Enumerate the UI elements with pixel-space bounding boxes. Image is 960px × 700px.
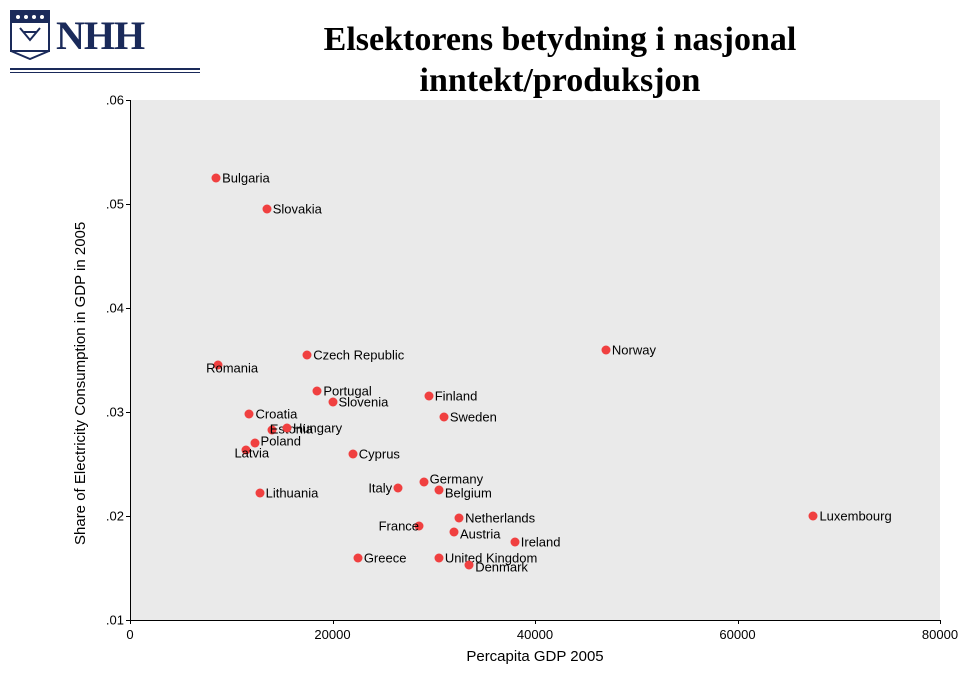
- data-point: [424, 392, 433, 401]
- data-point: [510, 538, 519, 547]
- data-point-label: Romania: [206, 362, 258, 375]
- data-point: [465, 560, 474, 569]
- xtick-label: 60000: [719, 628, 755, 641]
- data-point-label: Croatia: [255, 408, 297, 421]
- data-point: [434, 553, 443, 562]
- data-point: [313, 387, 322, 396]
- shield-icon: [10, 10, 50, 60]
- logo-text: NHH: [56, 12, 144, 59]
- ytick-label: .01: [100, 614, 124, 627]
- xtick: [738, 620, 739, 624]
- scatter-chart: .01.02.03.04.05.06020000400006000080000S…: [60, 100, 940, 680]
- data-point-label: Ireland: [521, 536, 561, 549]
- data-point: [394, 483, 403, 492]
- ytick: [126, 204, 130, 205]
- data-point-label: France: [379, 520, 419, 533]
- data-point-label: Germany: [430, 472, 483, 485]
- xtick: [333, 620, 334, 624]
- data-point: [809, 512, 818, 521]
- data-point-label: Czech Republic: [313, 348, 404, 361]
- ytick: [126, 412, 130, 413]
- data-point-label: Slovenia: [339, 395, 389, 408]
- data-point: [212, 174, 221, 183]
- data-point-label: Luxembourg: [819, 510, 891, 523]
- xtick: [130, 620, 131, 624]
- data-point: [328, 397, 337, 406]
- y-axis: [130, 100, 131, 620]
- xtick-label: 80000: [922, 628, 958, 641]
- data-point-label: Finland: [435, 390, 478, 403]
- data-point: [245, 410, 254, 419]
- title-line1: Elsektorens betydning i nasjonal: [200, 20, 920, 61]
- data-point-label: Slovakia: [273, 203, 322, 216]
- xtick-label: 20000: [314, 628, 350, 641]
- data-point-label: Sweden: [450, 411, 497, 424]
- ytick-label: .05: [100, 198, 124, 211]
- data-point-label: Netherlands: [465, 512, 535, 525]
- logo: NHH: [10, 10, 144, 60]
- ytick-label: .04: [100, 302, 124, 315]
- data-point: [455, 514, 464, 523]
- ytick: [126, 100, 130, 101]
- ytick-label: .03: [100, 406, 124, 419]
- data-point-label: Bulgaria: [222, 172, 270, 185]
- data-point: [255, 489, 264, 498]
- logo-underline: [10, 68, 200, 73]
- data-point: [282, 423, 291, 432]
- data-point-label: Lithuania: [266, 487, 319, 500]
- data-point: [303, 350, 312, 359]
- title-line2: inntekt/produksjon: [200, 61, 920, 102]
- data-point: [419, 477, 428, 486]
- ytick-label: .02: [100, 510, 124, 523]
- ytick: [126, 308, 130, 309]
- y-axis-label: Share of Electricity Consumption in GDP …: [72, 222, 89, 545]
- ytick-label: .06: [100, 94, 124, 107]
- xtick-label: 0: [126, 628, 133, 641]
- data-point: [601, 345, 610, 354]
- data-point-label: Hungary: [293, 421, 342, 434]
- data-point-label: Cyprus: [359, 447, 400, 460]
- xtick: [535, 620, 536, 624]
- xtick: [940, 620, 941, 624]
- data-point-label: Norway: [612, 343, 656, 356]
- data-point: [262, 205, 271, 214]
- data-point-label: Austria: [460, 527, 500, 540]
- data-point-label: Italy: [368, 481, 392, 494]
- data-point-label: Belgium: [445, 487, 492, 500]
- x-axis-label: Percapita GDP 2005: [466, 648, 603, 665]
- data-point: [450, 527, 459, 536]
- xtick-label: 40000: [517, 628, 553, 641]
- ytick: [126, 516, 130, 517]
- data-point: [353, 553, 362, 562]
- data-point-label: Denmark: [475, 560, 528, 573]
- data-point-label: Greece: [364, 551, 407, 564]
- data-point-label: Latvia: [234, 447, 269, 460]
- data-point: [439, 413, 448, 422]
- data-point: [348, 449, 357, 458]
- page-title: Elsektorens betydning i nasjonal inntekt…: [200, 20, 920, 102]
- data-point: [434, 486, 443, 495]
